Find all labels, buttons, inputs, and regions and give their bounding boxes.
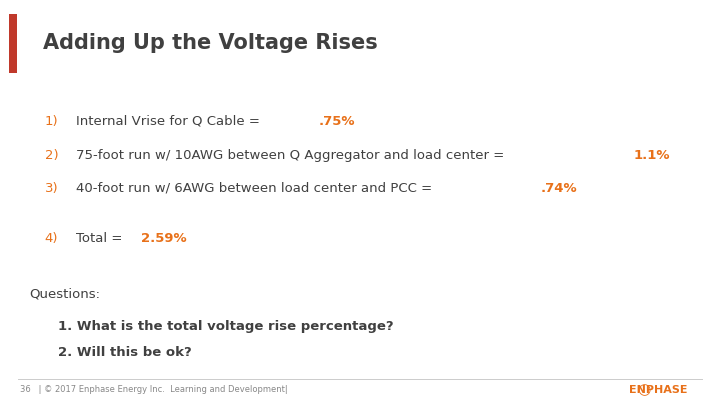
Text: 75-foot run w/ 10AWG between Q Aggregator and load center =: 75-foot run w/ 10AWG between Q Aggregato… [76, 149, 508, 162]
Text: ○: ○ [637, 382, 650, 397]
FancyBboxPatch shape [9, 14, 17, 73]
Text: .75%: .75% [318, 115, 355, 128]
Text: 1.1%: 1.1% [634, 149, 670, 162]
Text: 40-foot run w/ 6AWG between load center and PCC =: 40-foot run w/ 6AWG between load center … [76, 182, 436, 195]
Text: Internal Vrise for Q Cable =: Internal Vrise for Q Cable = [76, 115, 264, 128]
Text: 3): 3) [45, 182, 58, 195]
Text: 1. What is the total voltage rise percentage?: 1. What is the total voltage rise percen… [58, 320, 393, 333]
Text: .74%: .74% [541, 182, 577, 195]
Text: 4): 4) [45, 232, 58, 245]
Text: Total =: Total = [76, 232, 126, 245]
Text: ENPHASE: ENPHASE [629, 385, 688, 394]
Text: 2. Will this be ok?: 2. Will this be ok? [58, 346, 192, 359]
Text: Adding Up the Voltage Rises: Adding Up the Voltage Rises [43, 32, 378, 53]
Text: 36   | © 2017 Enphase Energy Inc.  Learning and Development|: 36 | © 2017 Enphase Energy Inc. Learning… [20, 385, 288, 394]
Text: 2.59%: 2.59% [141, 232, 186, 245]
Text: 1): 1) [45, 115, 58, 128]
Text: 2): 2) [45, 149, 58, 162]
Text: Questions:: Questions: [29, 287, 100, 300]
